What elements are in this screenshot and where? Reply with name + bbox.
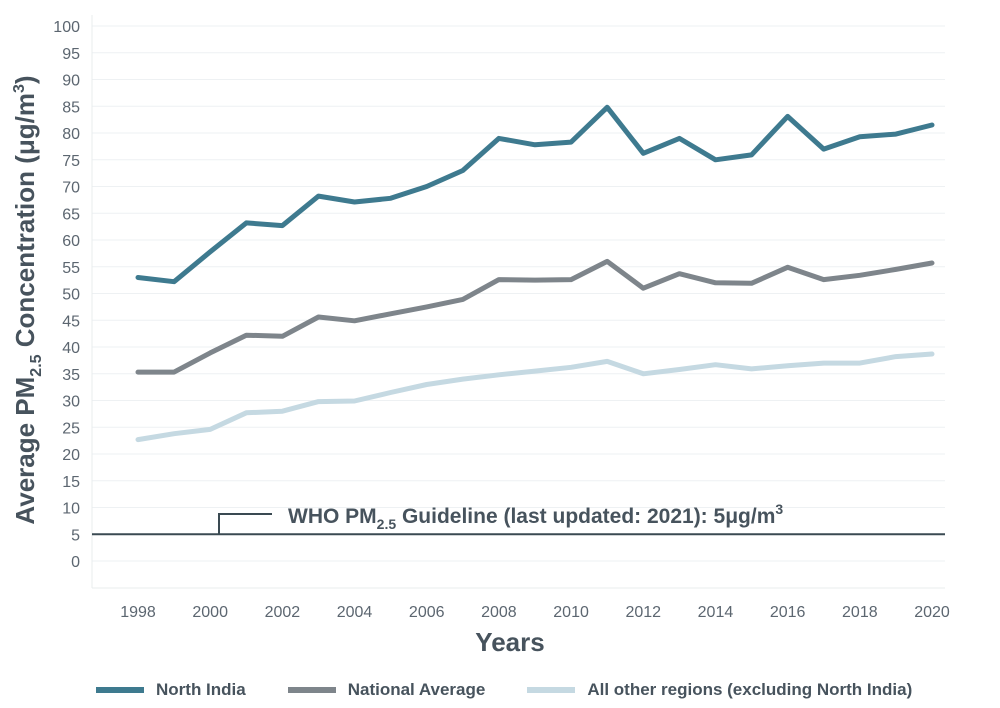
y-tick-label: 10 — [62, 501, 80, 518]
x-tick-label: 2010 — [553, 604, 589, 621]
x-tick-labels: 1998 2000 2002 2004 2006 2008 2010 2012 2014 2016… — [120, 604, 950, 621]
y-tick-label: 100 — [53, 19, 80, 36]
x-tick-label: 2008 — [481, 604, 517, 621]
y-tick-label: 85 — [62, 99, 80, 116]
y-tick-label: 80 — [62, 126, 80, 143]
y-tick-label: 75 — [62, 153, 80, 170]
legend-label: All other regions (excluding North India… — [587, 680, 913, 699]
y-tick-label: 50 — [62, 287, 80, 304]
y-tick-label: 90 — [62, 73, 80, 90]
y-tick-label: 15 — [62, 474, 80, 491]
legend-item-national-average: National Average — [287, 680, 486, 700]
legend-item-north-india: North India — [96, 680, 246, 700]
y-tick-label: 0 — [71, 554, 80, 571]
series-line-national-average — [135, 258, 935, 375]
x-tick-label: 2014 — [698, 604, 734, 621]
series-line-all-other-regions-excluding-north-india — [135, 351, 935, 443]
y-axis-title: Average PM2.5 Concentration (μg/m3) — [10, 75, 45, 524]
legend-swatch — [96, 687, 144, 693]
legend-swatch — [527, 687, 576, 693]
legend-label: National Average — [347, 680, 486, 699]
legend-item-other-regions: All other regions (excluding North India… — [527, 680, 912, 700]
y-tick-label: 25 — [62, 420, 80, 437]
x-tick-label: 2020 — [914, 604, 950, 621]
y-tick-label: 20 — [62, 447, 80, 464]
who-guideline-label: WHO PM2.5 Guideline (last updated: 2021)… — [288, 501, 783, 532]
y-tick-label: 60 — [62, 233, 80, 250]
y-tick-label: 95 — [62, 46, 80, 63]
legend: North India National Average All other r… — [96, 680, 912, 700]
y-tick-label: 45 — [62, 313, 80, 330]
x-tick-label: 2000 — [192, 604, 228, 621]
x-tick-label: 2016 — [770, 604, 806, 621]
y-tick-label: 70 — [62, 180, 80, 197]
x-tick-label: 2002 — [265, 604, 301, 621]
y-tick-label: 35 — [62, 367, 80, 384]
grid-lines — [92, 25, 945, 562]
series-lines — [135, 104, 935, 443]
y-tick-label: 40 — [62, 340, 80, 357]
series-line-north-india — [135, 104, 935, 285]
pm25-line-chart: 0 5 10 15 20 25 30 35 40 45 50 55 60 65 70 75 80 85 90 95 10… — [10, 15, 950, 657]
y-tick-label: 55 — [62, 260, 80, 277]
x-axis-title: Years — [475, 627, 544, 657]
legend-label: North India — [156, 680, 246, 699]
legend-swatch — [287, 687, 336, 693]
y-tick-label: 5 — [71, 527, 80, 544]
who-guideline-pointer — [218, 513, 272, 535]
x-tick-label: 1998 — [120, 604, 156, 621]
x-tick-label: 2012 — [625, 604, 661, 621]
y-tick-labels: 0 5 10 15 20 25 30 35 40 45 50 55 60 65 70 75 80 85 90 95 10… — [53, 19, 80, 571]
x-tick-label: 2004 — [337, 604, 373, 621]
y-tick-label: 65 — [62, 206, 80, 223]
x-tick-label: 2006 — [409, 604, 445, 621]
x-tick-label: 2018 — [842, 604, 878, 621]
y-tick-label: 30 — [62, 394, 80, 411]
